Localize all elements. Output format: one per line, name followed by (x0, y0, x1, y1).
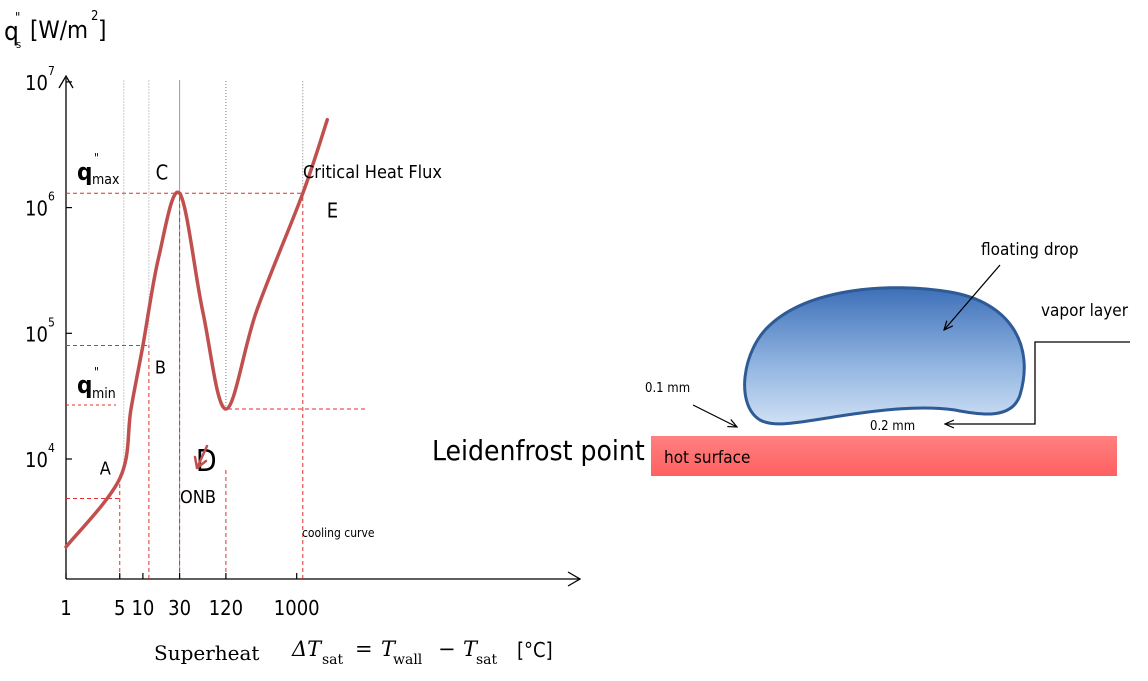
svg-text:10: 10 (25, 322, 48, 346)
gap-label-0-1mm: 0.1 mm (645, 381, 690, 396)
onb-label: ONB (180, 487, 216, 508)
svg-text:q: q (77, 371, 92, 399)
x-tick-label-120: 120 (209, 596, 243, 620)
x-axis-title: Superheat ΔT sat = T wall − T sat [°C] (154, 637, 553, 668)
svg-text:10: 10 (25, 197, 48, 221)
svg-text:7: 7 (48, 64, 55, 78)
x-tick-label-1: 1 (60, 596, 71, 620)
x-tick-label-30: 30 (168, 596, 191, 620)
y-tick-label-1e6: 10 6 (25, 190, 55, 221)
onb-arrow (193, 444, 209, 470)
q-max-label: q " max (77, 151, 120, 188)
point-label-e: E (327, 198, 338, 222)
svg-text:−: − (438, 637, 456, 661)
cooling-curve-label: cooling curve (302, 526, 375, 540)
x-tick-label-10: 10 (131, 596, 154, 620)
gap-arrow-0-1mm (692, 404, 737, 427)
hot-surface-label: hot surface (664, 448, 750, 468)
svg-text:6: 6 (48, 190, 55, 204)
floating-drop-label: floating drop (981, 240, 1079, 260)
leidenfrost-point-label: Leidenfrost point (432, 434, 645, 467)
hot-surface (651, 436, 1117, 476)
y-tick-label-1e4: 10 4 (25, 441, 55, 472)
y-axis-title: q s " [W/m 2 ] (4, 9, 106, 51)
svg-text:q: q (77, 158, 92, 186)
svg-text:min: min (92, 386, 116, 402)
point-label-c: C (156, 160, 169, 184)
y-axis-unit: [W/m (30, 16, 88, 44)
x-axis-arrowhead (567, 571, 582, 587)
svg-text:5: 5 (48, 315, 55, 329)
y-axis-unit-sup: 2 (91, 9, 98, 24)
point-label-b: B (155, 357, 166, 378)
svg-text:": " (94, 151, 99, 165)
y-tick-label-1e5: 10 5 (25, 315, 55, 346)
vapor-layer-label: vapor layer (1041, 301, 1129, 321)
y-axis-q: q (4, 17, 19, 47)
svg-text:4: 4 (48, 441, 55, 455)
y-axis-q-prime: " (15, 11, 20, 26)
y-axis-arrowhead (58, 74, 74, 89)
x-axis-word: Superheat (154, 641, 259, 665)
reference-lines (66, 80, 365, 579)
svg-text:=: = (355, 637, 373, 661)
floating-drop-arrow (944, 264, 1001, 330)
x-axis-unit: [°C] (517, 638, 553, 662)
svg-text:10: 10 (25, 71, 48, 95)
critical-heat-flux-label: Critical Heat Flux (303, 162, 442, 183)
svg-text:sat: sat (476, 652, 498, 668)
boiling-curve-line (64, 117, 330, 549)
vapor-layer-arrow (945, 341, 1130, 424)
floating-drop-shape (743, 286, 1026, 426)
point-label-a: A (100, 458, 111, 479)
svg-text:T: T (381, 637, 397, 661)
film-boiling-diagram: hot surface floating drop vapor layer 0.… (645, 240, 1130, 476)
svg-text:max: max (92, 172, 120, 188)
y-axis-unit-close: ] (98, 16, 106, 44)
svg-text:": " (94, 365, 99, 379)
svg-text:sat: sat (322, 652, 344, 668)
svg-text:T: T (463, 637, 479, 661)
svg-text:10: 10 (25, 448, 48, 472)
svg-text:wall: wall (393, 652, 423, 668)
x-tick-label-5: 5 (114, 596, 125, 620)
x-tick-label-1000: 1000 (274, 596, 320, 620)
gap-label-0-2mm: 0.2 mm (870, 419, 915, 434)
y-axis-q-sub: s (16, 38, 21, 51)
y-tick-label-1e7: 10 7 (25, 64, 55, 95)
svg-text:ΔT: ΔT (291, 637, 323, 661)
q-min-label: q " min (77, 365, 116, 402)
